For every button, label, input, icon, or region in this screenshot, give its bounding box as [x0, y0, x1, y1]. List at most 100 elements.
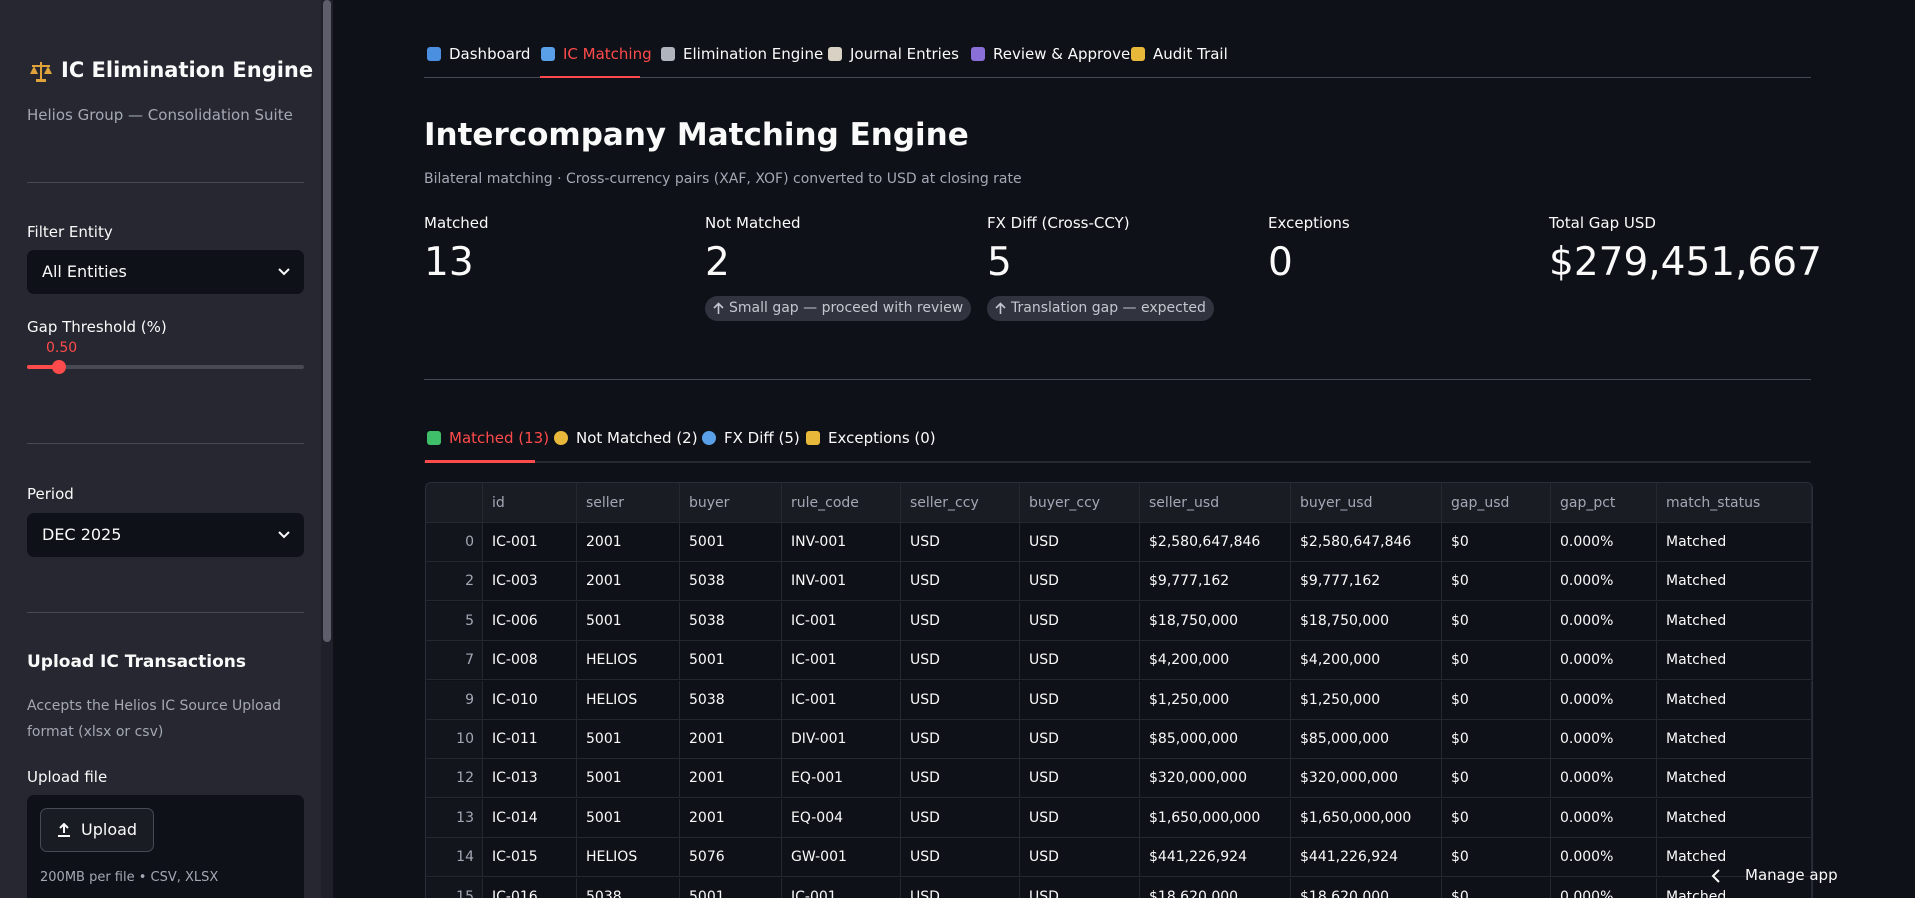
result-tab[interactable]: Not Matched (2)	[576, 429, 698, 447]
row-index: 12	[426, 759, 483, 799]
metric-label: Total Gap USD	[1549, 214, 1656, 232]
table-cell: 5001	[680, 523, 782, 562]
table-cell: $0	[1442, 562, 1551, 602]
sidebar: IC Elimination Engine Helios Group — Con…	[0, 0, 321, 898]
row-index: 15	[426, 877, 483, 898]
upload-icon	[58, 823, 70, 837]
metric-label: Exceptions	[1268, 214, 1350, 232]
table-cell: 0.000%	[1551, 759, 1657, 799]
metric-label: Matched	[424, 214, 489, 232]
table-cell: $1,250,000	[1140, 680, 1291, 720]
result-tab[interactable]: FX Diff (5)	[724, 429, 800, 447]
header-cell	[426, 483, 483, 523]
table-cell: USD	[1020, 680, 1140, 720]
table-cell: USD	[901, 759, 1020, 799]
section-heading: Upload IC Transactions	[27, 652, 246, 672]
chevron-left	[1711, 869, 1720, 883]
result-tab-icon	[554, 431, 568, 445]
upload-hint: 200MB per file • CSV, XLSX	[40, 870, 219, 885]
table-cell: $0	[1442, 759, 1551, 799]
nav-tab[interactable]: Dashboard	[449, 45, 531, 63]
result-tab[interactable]: Matched (13)	[449, 429, 550, 447]
table-cell: $441,226,924	[1140, 838, 1291, 878]
table-cell: USD	[901, 562, 1020, 602]
nav-tab[interactable]: Elimination Engine	[683, 45, 824, 63]
table-cell: $0	[1442, 838, 1551, 878]
nav-tab[interactable]: IC Matching	[563, 45, 652, 63]
table-cell: $320,000,000	[1140, 759, 1291, 799]
active-tab-underline	[425, 460, 535, 463]
chevron	[278, 268, 290, 276]
table-cell: 5038	[680, 601, 782, 641]
result-tab[interactable]: Exceptions (0)	[828, 429, 936, 447]
header-cell: buyer	[680, 483, 782, 523]
header-cell: seller_usd	[1140, 483, 1291, 523]
table-cell: $0	[1442, 877, 1551, 898]
table-cell: USD	[901, 720, 1020, 759]
table-cell: $0	[1442, 720, 1551, 759]
data-table: id seller buyer rule_code seller_ccy buyer_cc…	[425, 482, 1813, 898]
table-cell: Matched	[1657, 720, 1812, 759]
table-cell: IC-014	[483, 798, 577, 838]
upload-button[interactable]: Upload	[40, 808, 154, 852]
table-cell: $9,777,162	[1291, 562, 1442, 602]
select[interactable]: DEC 2025	[27, 513, 304, 557]
table-cell: $0	[1442, 798, 1551, 838]
nav-tab-icon	[1131, 47, 1145, 61]
table-cell: 5038	[680, 680, 782, 720]
table-cell: $0	[1442, 601, 1551, 641]
metric-label: FX Diff (Cross-CCY)	[987, 214, 1130, 232]
upload-button-label: Upload	[81, 820, 138, 839]
table-cell: EQ-001	[782, 759, 901, 799]
table-cell: IC-015	[483, 838, 577, 878]
table-cell: USD	[901, 680, 1020, 720]
table-cell: 5001	[577, 601, 680, 641]
sidebar-subtitle: Helios Group — Consolidation Suite	[27, 106, 293, 124]
select-value: DEC 2025	[42, 525, 122, 544]
nav-tab-icon	[541, 47, 555, 61]
nav-tab[interactable]: Audit Trail	[1153, 45, 1228, 63]
header-cell: seller	[577, 483, 680, 523]
table-cell: IC-001	[782, 601, 901, 641]
header-cell: rule_code	[782, 483, 901, 523]
table-cell: $18,750,000	[1291, 601, 1442, 641]
scrollbar-thumb[interactable]	[323, 0, 331, 642]
table-cell: INV-001	[782, 523, 901, 562]
nav-tab[interactable]: Journal Entries	[850, 45, 959, 63]
arrow-up	[995, 302, 1006, 314]
active-tab-underline	[540, 76, 640, 78]
table-cell: Matched	[1657, 562, 1812, 602]
metric-delta-text: Translation gap — expected	[1011, 300, 1206, 316]
metric-value: 5	[987, 240, 1012, 285]
table-cell: $0	[1442, 523, 1551, 562]
page-title: Intercompany Matching Engine	[424, 117, 969, 153]
table-cell: 5001	[577, 720, 680, 759]
metric-value: 0	[1268, 240, 1293, 285]
table-cell: Matched	[1657, 641, 1812, 681]
table-cell: $0	[1442, 641, 1551, 681]
table-cell: IC-006	[483, 601, 577, 641]
select-value: All Entities	[42, 262, 127, 281]
page-subtitle: Bilateral matching · Cross-currency pair…	[424, 171, 1022, 187]
slider-value: 0.50	[46, 340, 78, 356]
table-cell: $320,000,000	[1291, 759, 1442, 799]
table-cell: $2,580,647,846	[1140, 523, 1291, 562]
slider[interactable]	[27, 359, 304, 375]
table-cell: 5076	[680, 838, 782, 878]
tabs-border	[424, 461, 1811, 463]
nav-tab[interactable]: Review & Approve	[993, 45, 1131, 63]
row-index: 5	[426, 601, 483, 641]
tabs-border	[424, 77, 1811, 78]
row-index: 0	[426, 523, 483, 562]
table-cell: USD	[901, 641, 1020, 681]
table-cell: 0.000%	[1551, 562, 1657, 602]
manage-app[interactable]: Manage app	[1711, 866, 1838, 884]
table-cell: HELIOS	[577, 680, 680, 720]
table-cell: USD	[901, 798, 1020, 838]
table-cell: 0.000%	[1551, 641, 1657, 681]
table-cell: USD	[901, 877, 1020, 898]
select[interactable]: All Entities	[27, 250, 304, 294]
table-cell: $4,200,000	[1140, 641, 1291, 681]
table-cell: USD	[1020, 641, 1140, 681]
scale-icon	[30, 62, 52, 82]
